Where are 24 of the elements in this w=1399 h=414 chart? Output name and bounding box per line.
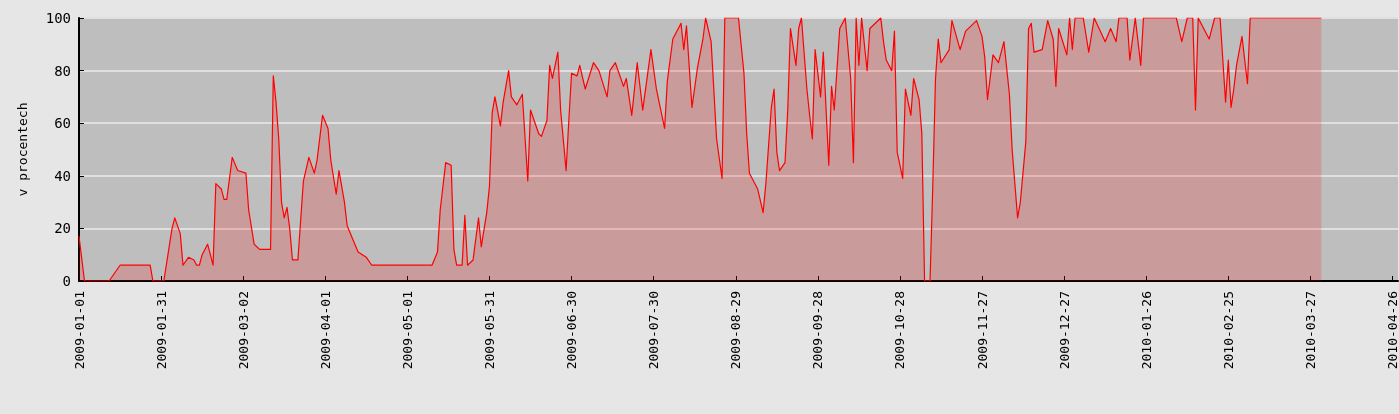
x-tick-label: 2009-06-30	[564, 291, 580, 370]
x-tick-label: 2009-05-31	[481, 291, 497, 370]
x-tick-label: 2009-01-31	[153, 291, 169, 370]
y-tick-label: 100	[45, 10, 71, 26]
y-tick-label: 40	[54, 167, 71, 184]
y-tick-label: 80	[54, 62, 71, 79]
x-tick-label: 2009-08-29	[728, 291, 744, 370]
x-tick-label: 2009-12-27	[1056, 291, 1072, 370]
x-tick-label: 2009-09-28	[810, 291, 826, 370]
x-tick-label: 2010-03-27	[1302, 291, 1318, 370]
x-tick-label: 2009-10-28	[892, 291, 908, 370]
x-tick-label: 2009-07-30	[646, 291, 662, 370]
x-tick-label: 2009-01-01	[71, 291, 87, 370]
x-tick-label: 2009-11-27	[974, 291, 990, 370]
x-tick-label: 2010-02-25	[1220, 291, 1236, 370]
y-axis-title: v procentech	[15, 102, 30, 197]
x-tick-label: 2009-05-01	[399, 291, 415, 370]
y-tick-label: 60	[54, 115, 71, 132]
y-tick-label: 0	[62, 273, 71, 289]
x-tick-label: 2009-03-02	[235, 291, 251, 370]
y-tick-label: 20	[54, 220, 71, 237]
x-tick-label: 2010-04-26	[1385, 291, 1399, 370]
x-tick-label: 2009-04-01	[317, 291, 333, 370]
x-tick-label: 2010-01-26	[1138, 291, 1154, 370]
